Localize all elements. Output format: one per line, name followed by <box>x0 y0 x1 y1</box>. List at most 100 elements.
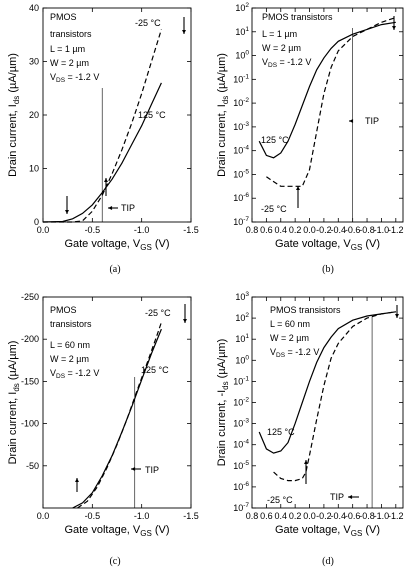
annotation-text: PMOS transistors <box>270 305 341 315</box>
y-tick-label: 10-4 <box>233 145 249 156</box>
annotation-text: -25 °C <box>135 18 161 28</box>
tip-arrow-icon-head <box>108 206 113 210</box>
annotation-text: TIP <box>145 465 159 475</box>
arrow-icon-head <box>182 29 186 34</box>
y-tick-label: 10-3 <box>233 121 249 132</box>
x-tick-label: -0.8 <box>359 511 375 521</box>
tip-arrow-icon-head <box>348 495 353 499</box>
annotation-vds: VDS = -1.2 V <box>50 72 99 84</box>
annotation-text: 125 °C <box>267 427 295 437</box>
annotation-text: W = 2 µm <box>50 354 89 364</box>
x-tick-label: -1.2 <box>388 511 404 521</box>
x-tick-label: -0.5 <box>85 511 101 521</box>
series-line-hot <box>258 21 396 159</box>
annotation-text: transistors <box>50 29 92 39</box>
x-tick-label: -1.5 <box>183 511 199 521</box>
series-line-cold <box>273 311 396 482</box>
x-axis-label: Gate voltage, VGS (V) <box>275 238 380 252</box>
y-tick-label: 10-6 <box>233 192 249 203</box>
annotation-text: L = 1 µm <box>262 29 297 39</box>
y-tick-label: 10 <box>29 164 39 174</box>
x-tick-label: -1.0 <box>134 511 150 521</box>
y-tick-label: 101 <box>235 333 249 344</box>
x-tick-label: -1.0 <box>134 225 150 235</box>
annotation-text: -25 °C <box>145 308 171 318</box>
x-tick-label: 0.2 <box>289 225 302 235</box>
y-tick-label: 10-6 <box>233 481 249 492</box>
annotation-text: -25 °C <box>261 204 287 214</box>
y-tick-label: 10-1 <box>233 375 249 386</box>
annotation-text: W = 2 µm <box>50 58 89 68</box>
x-tick-label: -0.4 <box>331 225 347 235</box>
y-tick-label: 10-7 <box>233 502 249 513</box>
y-tick-label: 10-2 <box>233 397 249 408</box>
annotation-vds: VDS = -1.2 V <box>270 347 319 359</box>
arrow-icon-head <box>65 209 69 214</box>
y-tick-label: 102 <box>235 2 249 13</box>
annotation-text: 125 °C <box>261 135 289 145</box>
series-line-hot <box>72 328 162 509</box>
annotation-text: L = 60 nm <box>50 340 90 350</box>
y-tick-label: 10-2 <box>233 97 249 108</box>
x-tick-label: 0.8 <box>246 225 259 235</box>
y-tick-label: 101 <box>235 26 249 37</box>
annotation-text: 125 °C <box>141 365 169 375</box>
annotation-text: TIP <box>121 203 135 213</box>
plot-frame <box>42 296 192 509</box>
panel-caption: (c) <box>109 556 120 567</box>
series-line-hot <box>258 311 396 454</box>
annotation-text: L = 1 µm <box>50 44 85 54</box>
arrow-icon-head <box>75 478 79 483</box>
y-axis-label: Drain current, -Ids (µA/µm) <box>216 339 230 467</box>
annotation-text: PMOS transistors <box>262 12 333 22</box>
y-tick-label: 30 <box>29 57 39 67</box>
series-line-cold <box>43 29 162 223</box>
x-tick-label: 0.4 <box>275 225 288 235</box>
x-tick-label: -0.8 <box>359 225 375 235</box>
annotation-text: TIP <box>365 116 379 126</box>
annotation-text: PMOS <box>50 12 77 22</box>
panel-caption: (b) <box>322 264 334 275</box>
arrow-icon-head <box>183 318 187 323</box>
annotation-text: PMOS <box>50 305 77 315</box>
x-tick-label: -1.0 <box>374 511 390 521</box>
x-tick-label: -0.2 <box>316 511 332 521</box>
series-line-cold <box>77 322 162 509</box>
x-tick-label: 0.6 <box>260 511 273 521</box>
x-tick-label: 0.0 <box>303 511 316 521</box>
y-tick-label: 103 <box>235 291 249 302</box>
x-tick-label: -1.5 <box>183 225 199 235</box>
x-tick-label: -1.2 <box>388 225 404 235</box>
x-tick-label: -0.2 <box>316 225 332 235</box>
arrow-icon-head <box>392 25 396 30</box>
y-tick-label: 10-7 <box>233 216 249 227</box>
y-axis-label: Drain current, Ids (µA/µm) <box>216 53 230 177</box>
y-tick-label: 20 <box>29 110 39 120</box>
x-tick-label: 0.0 <box>303 225 316 235</box>
annotation-text: transistors <box>50 319 92 329</box>
x-axis-label: Gate voltage, VGS (V) <box>64 238 169 252</box>
x-tick-label: -0.6 <box>345 225 361 235</box>
x-tick-label: 0.4 <box>275 511 288 521</box>
x-tick-label: -0.5 <box>85 225 101 235</box>
y-tick-label: 40 <box>29 3 39 13</box>
x-tick-label: -1.0 <box>374 225 390 235</box>
annotation-vds: VDS = -1.2 V <box>50 368 99 380</box>
y-tick-label: -50 <box>26 461 39 471</box>
annotation-text: 125 °C <box>138 110 166 120</box>
series-line-cold <box>266 16 396 187</box>
y-tick-label: -100 <box>21 419 39 429</box>
x-tick-label: 0.0 <box>37 511 50 521</box>
y-tick-label: 100 <box>235 50 249 61</box>
y-tick-label: 10-4 <box>233 439 249 450</box>
arrow-icon-head <box>304 460 308 465</box>
tip-arrow-icon-head <box>349 119 354 123</box>
y-tick-label: 10-5 <box>233 168 249 179</box>
x-axis-label: Gate voltage, VGS (V) <box>64 524 169 538</box>
x-axis-label: Gate voltage, VGS (V) <box>275 524 380 538</box>
plot-frame <box>42 7 192 223</box>
y-tick-label: -200 <box>21 334 39 344</box>
x-tick-label: -0.4 <box>331 511 347 521</box>
y-axis-label: Drain current, Ids (µA/µm) <box>7 341 21 465</box>
x-tick-label: 0.8 <box>246 511 259 521</box>
